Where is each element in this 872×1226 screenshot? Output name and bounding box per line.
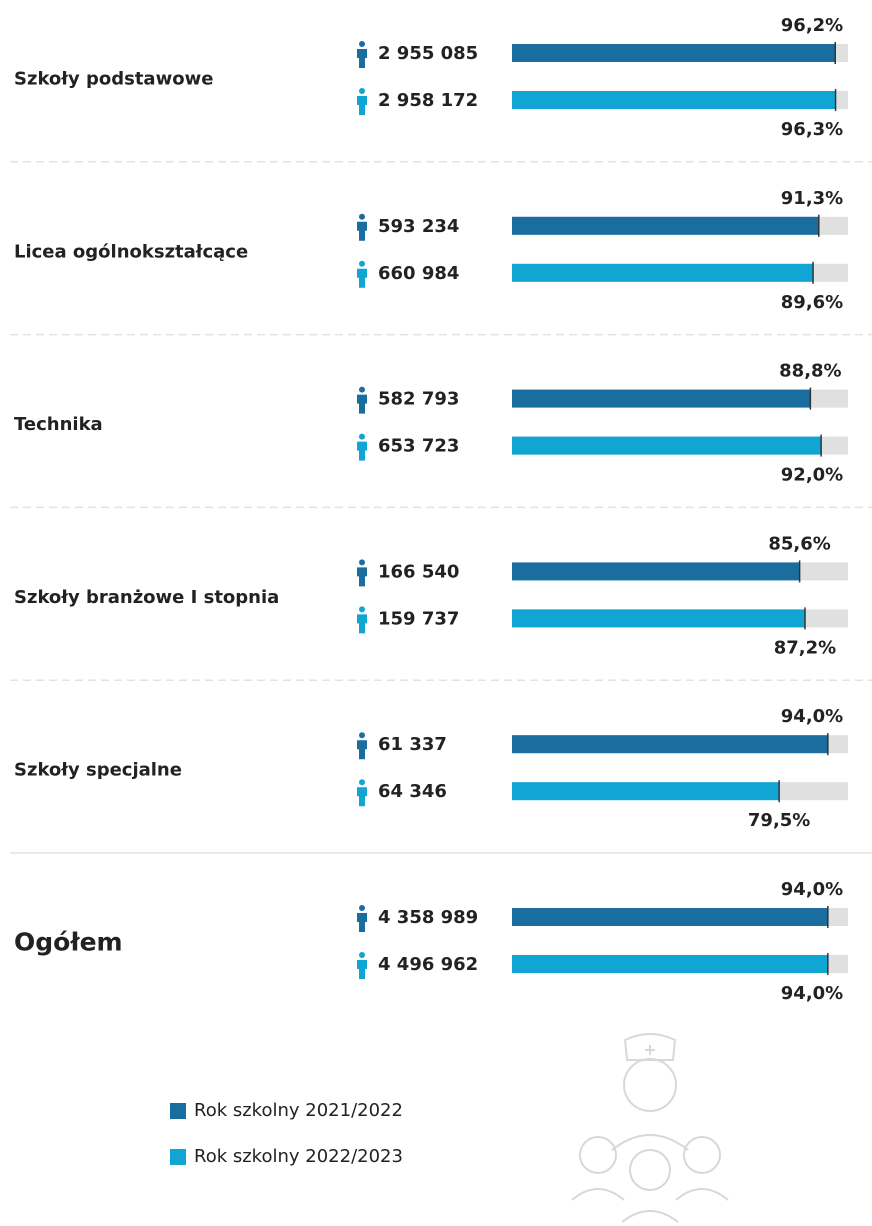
legend-swatch xyxy=(170,1103,186,1119)
person-body xyxy=(357,442,367,461)
person-body xyxy=(357,740,367,759)
person-head xyxy=(359,434,365,440)
bar xyxy=(512,264,813,282)
chart: Szkoły podstawowe 2 955 085 96,2% 2 958 172… xyxy=(0,0,872,1226)
bar xyxy=(512,782,779,800)
person-icon xyxy=(357,905,367,932)
bar xyxy=(512,955,828,973)
person-icon xyxy=(357,559,367,586)
value-label: 96,3% xyxy=(781,119,843,140)
person-icon xyxy=(357,261,367,288)
category-label: Ogółem xyxy=(14,928,123,957)
person-head xyxy=(359,41,365,47)
bar xyxy=(512,217,819,235)
person-head xyxy=(359,779,365,785)
count-label: 660 984 xyxy=(378,263,459,284)
person-icon xyxy=(357,732,367,759)
person-head xyxy=(359,214,365,220)
person-body xyxy=(357,395,367,414)
value-label: 91,3% xyxy=(781,188,843,209)
person-body xyxy=(357,960,367,979)
person-body xyxy=(357,567,367,586)
bar xyxy=(512,735,828,753)
person-head xyxy=(359,905,365,911)
bar xyxy=(512,44,835,62)
person-head xyxy=(359,952,365,958)
person-icon xyxy=(357,606,367,633)
category-label: Szkoły specjalne xyxy=(14,760,182,781)
person-body xyxy=(357,96,367,115)
person-head xyxy=(359,606,365,612)
person-icon xyxy=(357,387,367,414)
count-label: 166 540 xyxy=(378,561,459,582)
person-icon xyxy=(357,434,367,461)
person-body xyxy=(357,269,367,288)
value-label: 92,0% xyxy=(781,465,843,486)
person-icon xyxy=(357,779,367,806)
count-label: 2 958 172 xyxy=(378,90,478,111)
person-head xyxy=(359,387,365,393)
person-head xyxy=(359,559,365,565)
person-body xyxy=(357,787,367,806)
category-label: Szkoły podstawowe xyxy=(14,69,213,90)
person-icon xyxy=(357,41,367,68)
value-label: 94,0% xyxy=(781,879,843,900)
legend-swatch xyxy=(170,1149,186,1165)
category-label: Licea ogólnokształcące xyxy=(14,241,248,262)
bar xyxy=(512,91,836,109)
value-label: 94,0% xyxy=(781,706,843,727)
value-label: 79,5% xyxy=(748,810,810,831)
legend-label: Rok szkolny 2022/2023 xyxy=(194,1146,403,1167)
nurse-icon xyxy=(572,1034,728,1222)
person-icon xyxy=(357,214,367,241)
person-head xyxy=(359,732,365,738)
person-body xyxy=(357,49,367,68)
value-label: 88,8% xyxy=(779,361,841,382)
bar xyxy=(512,908,828,926)
count-label: 61 337 xyxy=(378,734,447,755)
count-label: 653 723 xyxy=(378,436,459,457)
person-icon xyxy=(357,88,367,115)
person-head xyxy=(359,261,365,267)
person-body xyxy=(357,913,367,932)
count-label: 582 793 xyxy=(378,389,459,410)
bar xyxy=(512,437,821,455)
value-label: 89,6% xyxy=(781,292,843,313)
category-label: Technika xyxy=(14,414,103,435)
count-label: 593 234 xyxy=(378,216,459,237)
value-label: 96,2% xyxy=(781,15,843,36)
bar xyxy=(512,609,805,627)
person-head xyxy=(359,88,365,94)
count-label: 159 737 xyxy=(378,608,459,629)
value-label: 85,6% xyxy=(768,533,830,554)
bar xyxy=(512,562,800,580)
category-label: Szkoły branżowe I stopnia xyxy=(14,587,279,608)
bar xyxy=(512,390,810,408)
count-label: 4 358 989 xyxy=(378,907,478,928)
person-body xyxy=(357,614,367,633)
person-icon xyxy=(357,952,367,979)
legend-label: Rok szkolny 2021/2022 xyxy=(194,1100,403,1121)
count-label: 64 346 xyxy=(378,781,447,802)
count-label: 4 496 962 xyxy=(378,954,478,975)
value-label: 87,2% xyxy=(774,637,836,658)
value-label: 94,0% xyxy=(781,983,843,1004)
count-label: 2 955 085 xyxy=(378,43,478,64)
person-body xyxy=(357,222,367,241)
